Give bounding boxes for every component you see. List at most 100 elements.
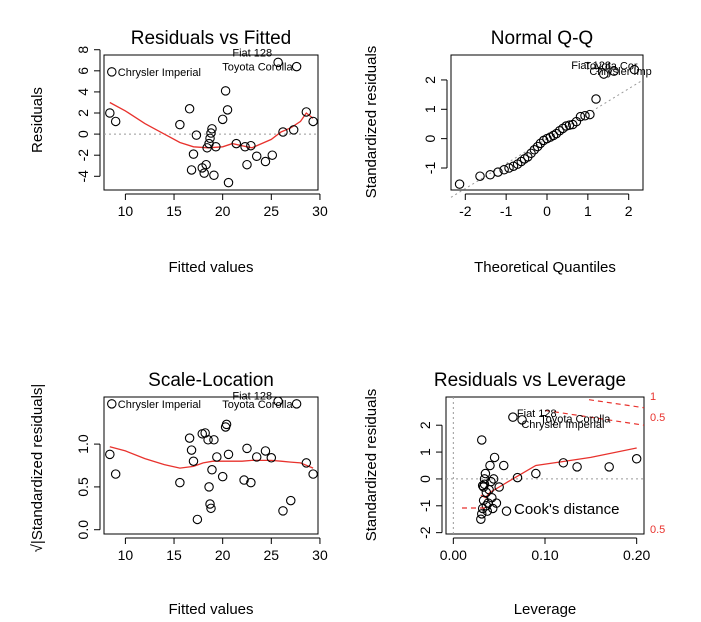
p1-xtick-label: 20 <box>215 203 231 219</box>
p4-point-label: Chrysler Imperial <box>521 419 604 431</box>
p1-point <box>199 168 209 178</box>
p3-point <box>107 399 117 409</box>
panel-residuals-vs-leverage: Residuals vs Leverage 0.00 0.10 0.20 -2 -1 0… <box>363 370 665 618</box>
p4-point-label: Fiat 128 <box>517 408 557 420</box>
p3-ytick-label: 0.0 <box>75 520 91 540</box>
p1-point <box>220 86 231 96</box>
p4-point <box>498 460 509 471</box>
panel2-x-ticks: -2 -1 0 1 2 <box>459 193 633 219</box>
p3-point <box>186 445 197 455</box>
p1-point <box>278 127 288 137</box>
panel3-title: Scale-Location <box>148 370 274 391</box>
p4-point <box>501 506 512 516</box>
panel2-plot-frame <box>450 54 644 191</box>
p1-point <box>175 119 185 130</box>
p1-ytick-label: 8 <box>75 46 91 54</box>
p2-point <box>551 128 562 139</box>
p2-point <box>516 156 527 167</box>
p2-point <box>591 94 601 104</box>
panel3-points <box>105 396 318 525</box>
p1-point <box>201 159 211 170</box>
p2-xtick-label: -1 <box>500 203 513 219</box>
p3-point <box>291 399 302 409</box>
p3-point <box>205 499 215 509</box>
p1-point <box>188 149 199 159</box>
panel4-contour-label-top: 1 <box>650 391 656 403</box>
panel4-contour-label-upper: 0.5 <box>650 412 665 424</box>
p2-xtick-label: 0 <box>543 203 551 219</box>
panel-scale-location: Scale-Location 10 15 20 25 30 0.0 0.5 1.0 Chry… <box>29 370 328 618</box>
p1-point <box>222 105 233 115</box>
p2-xtick-label: -2 <box>459 203 472 219</box>
p3-point <box>221 419 232 430</box>
p2-point <box>493 167 503 177</box>
p3-point <box>286 495 296 506</box>
p4-point <box>489 452 500 463</box>
p1-point <box>211 142 221 152</box>
p2-point <box>548 130 559 141</box>
panel2-xlabel: Theoretical Quantiles <box>474 259 616 276</box>
p4-cook-contour-0.5-upper <box>544 409 645 426</box>
p4-point <box>486 476 496 487</box>
p4-ytick-label: -2 <box>417 526 433 539</box>
panel2-points <box>454 64 640 189</box>
p3-point-label: Toyota Corolla <box>222 399 293 411</box>
p4-point <box>604 462 614 472</box>
p4-point <box>479 474 490 484</box>
p3-point <box>204 482 214 492</box>
p2-point-label: Chrysler Imp <box>589 66 651 78</box>
p1-point <box>209 170 219 180</box>
p4-point <box>481 501 492 511</box>
panel1-smooth <box>109 101 314 149</box>
p4-point <box>572 462 582 472</box>
panel3-ylabel: √|Standardized residuals| <box>29 384 46 553</box>
p2-point <box>523 152 533 162</box>
p4-point <box>508 412 518 422</box>
p3-point <box>192 514 203 525</box>
p1-point <box>206 128 216 138</box>
p1-point <box>288 125 299 135</box>
panel4-plot-frame <box>445 396 645 535</box>
panel2-title: Normal Q-Q <box>491 28 593 49</box>
p3-ytick-label: 0.5 <box>75 477 91 497</box>
p2-point <box>504 163 514 173</box>
p4-point <box>631 454 642 464</box>
p4-xtick-label: 0.20 <box>623 547 650 563</box>
p1-point <box>223 177 234 188</box>
p3-point <box>266 453 277 463</box>
p2-xtick-label: 2 <box>625 203 633 219</box>
panel1-xlabel: Fitted values <box>168 259 253 276</box>
p3-xtick-label: 15 <box>166 547 182 563</box>
p2-point <box>529 145 540 155</box>
p4-point <box>488 474 499 484</box>
p1-xtick-label: 15 <box>166 203 182 219</box>
p3-point <box>188 456 199 466</box>
p2-point <box>554 125 565 136</box>
p3-point <box>273 396 283 407</box>
p3-point-label: Chrysler Imperial <box>118 399 201 411</box>
p1-point <box>191 130 202 140</box>
panel1-y-ticks: -4 -2 0 2 4 6 8 <box>75 46 101 183</box>
panel3-smooth <box>109 446 314 469</box>
p2-point <box>454 179 465 189</box>
p3-point <box>246 477 256 488</box>
p2-point <box>532 141 543 152</box>
p3-xtick-label: 30 <box>312 547 328 563</box>
panel4-reference-lines <box>446 397 644 534</box>
panel1-title: Residuals vs Fitted <box>131 28 292 49</box>
p4-xtick-label: 0.10 <box>531 547 558 563</box>
p1-point <box>273 57 283 68</box>
p4-xtick-label: 0.00 <box>440 547 467 563</box>
p1-point <box>231 138 242 149</box>
p3-point <box>278 506 288 516</box>
p3-point <box>209 435 219 445</box>
p4-cook-contour-1 <box>588 399 645 409</box>
p2-point <box>475 171 485 181</box>
p3-point <box>242 443 252 454</box>
p1-point <box>207 124 217 134</box>
p4-point <box>476 509 487 519</box>
p1-point <box>301 107 312 117</box>
p4-point <box>517 415 527 425</box>
